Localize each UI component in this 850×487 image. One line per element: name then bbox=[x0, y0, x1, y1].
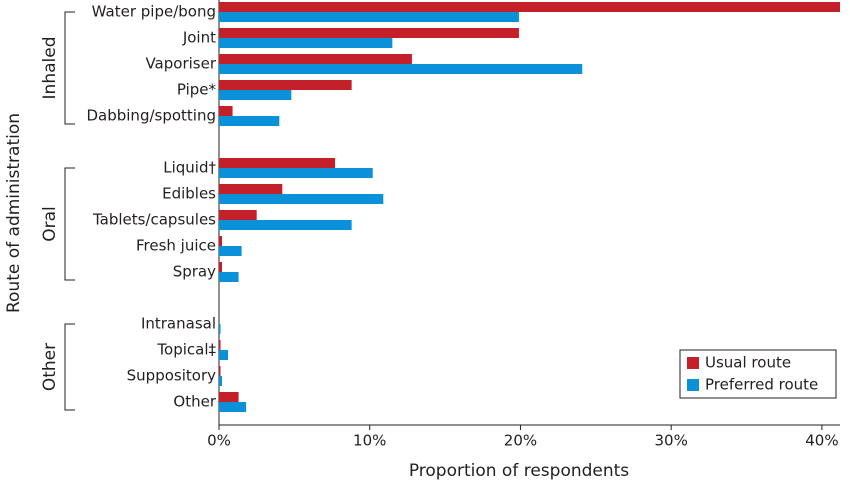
y-tick-label: Suppository bbox=[127, 367, 216, 385]
bar bbox=[219, 340, 221, 350]
bar bbox=[219, 90, 292, 100]
bar bbox=[219, 38, 393, 48]
bar bbox=[219, 2, 840, 12]
bar bbox=[219, 350, 229, 360]
y-tick-label: Other bbox=[173, 393, 216, 411]
bar bbox=[219, 210, 257, 220]
group-bracket bbox=[64, 323, 75, 411]
bar bbox=[219, 116, 280, 126]
group-bracket bbox=[64, 167, 75, 281]
y-tick-label: Pipe* bbox=[177, 81, 217, 99]
y-tick-label: Spray bbox=[173, 263, 216, 281]
y-tick-label: Topical‡ bbox=[156, 341, 216, 359]
x-tick-label: 40% bbox=[805, 432, 838, 450]
bar bbox=[219, 324, 221, 334]
x-tick-label: 20% bbox=[504, 432, 537, 450]
y-tick-label: Liquid† bbox=[163, 159, 216, 177]
x-axis-label: Proportion of respondents bbox=[409, 461, 629, 481]
bar bbox=[219, 402, 247, 412]
group-label: Inhaled bbox=[40, 37, 60, 100]
group-label: Other bbox=[40, 343, 60, 391]
y-axis-label: Route of administration bbox=[4, 113, 24, 313]
legend-label: Usual route bbox=[705, 354, 791, 372]
bar bbox=[219, 106, 233, 116]
x-tick-label: 0% bbox=[207, 432, 231, 450]
bar bbox=[219, 220, 352, 230]
bar bbox=[219, 158, 336, 168]
bar bbox=[219, 12, 519, 22]
y-tick-label: Edibles bbox=[162, 185, 216, 203]
y-tick-label: Tablets/capsules bbox=[92, 211, 216, 229]
y-tick-label: Vaporiser bbox=[145, 55, 216, 73]
bar bbox=[219, 194, 384, 204]
bar bbox=[219, 168, 373, 178]
legend-swatch bbox=[687, 379, 699, 391]
legend-label: Preferred route bbox=[705, 376, 818, 394]
legend-swatch bbox=[687, 357, 699, 369]
legend-box bbox=[679, 349, 837, 399]
bar bbox=[219, 246, 242, 256]
x-tick-label: 30% bbox=[655, 432, 688, 450]
bar bbox=[219, 392, 239, 402]
bar bbox=[219, 64, 583, 74]
group-bracket bbox=[64, 11, 75, 125]
group-label: Oral bbox=[40, 206, 60, 242]
bar bbox=[219, 236, 223, 246]
y-tick-label: Joint bbox=[182, 29, 216, 47]
x-tick-label: 10% bbox=[353, 432, 386, 450]
bar bbox=[219, 54, 412, 64]
y-tick-label: Intranasal bbox=[141, 315, 216, 333]
y-tick-label: Dabbing/spotting bbox=[86, 107, 216, 125]
bar bbox=[219, 184, 283, 194]
bar bbox=[219, 28, 519, 38]
bar bbox=[219, 366, 221, 376]
bar bbox=[219, 376, 223, 386]
y-tick-label: Fresh juice bbox=[136, 237, 216, 255]
bar bbox=[219, 272, 239, 282]
bar bbox=[219, 262, 223, 272]
bar bbox=[219, 80, 352, 90]
y-tick-label: Water pipe/bong bbox=[92, 3, 216, 21]
